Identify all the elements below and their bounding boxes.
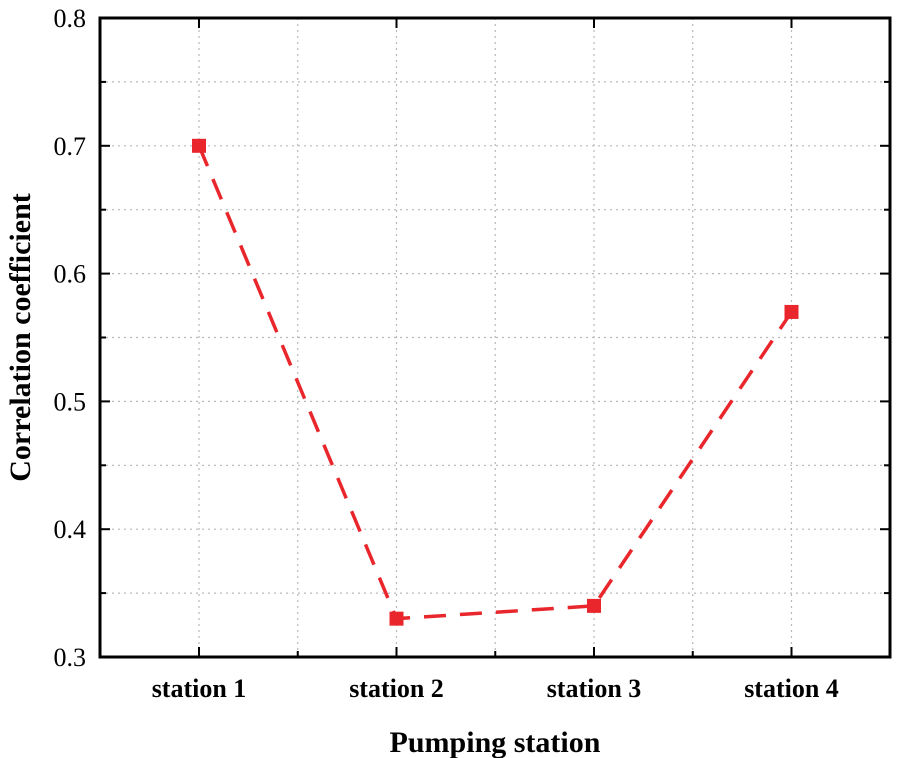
y-tick-label: 0.5 [54, 387, 87, 416]
x-tick-label: station 2 [349, 674, 444, 703]
series-group [192, 138, 799, 626]
x-axis-ticks: station 1 station 2 station 3 station 4 [152, 18, 839, 703]
y-tick-label: 0.8 [54, 4, 87, 33]
series-line [197, 145, 793, 621]
y-tick-label: 0.4 [54, 515, 87, 544]
x-tick-label: station 3 [547, 674, 642, 703]
grid-lines [100, 18, 890, 657]
y-tick-label: 0.3 [54, 643, 87, 672]
data-point-marker [389, 611, 404, 626]
y-tick-label: 0.6 [54, 260, 87, 289]
data-point-marker [192, 138, 206, 153]
data-point-marker [587, 598, 601, 613]
x-axis-title: Pumping station [390, 726, 601, 758]
data-point-marker [784, 304, 799, 319]
x-tick-label: station 1 [152, 674, 247, 703]
y-axis-title: Correlation coefficient [4, 193, 37, 482]
plot-frame [98, 16, 892, 659]
y-tick-label: 0.7 [54, 132, 87, 161]
x-tick-label: station 4 [744, 674, 839, 703]
